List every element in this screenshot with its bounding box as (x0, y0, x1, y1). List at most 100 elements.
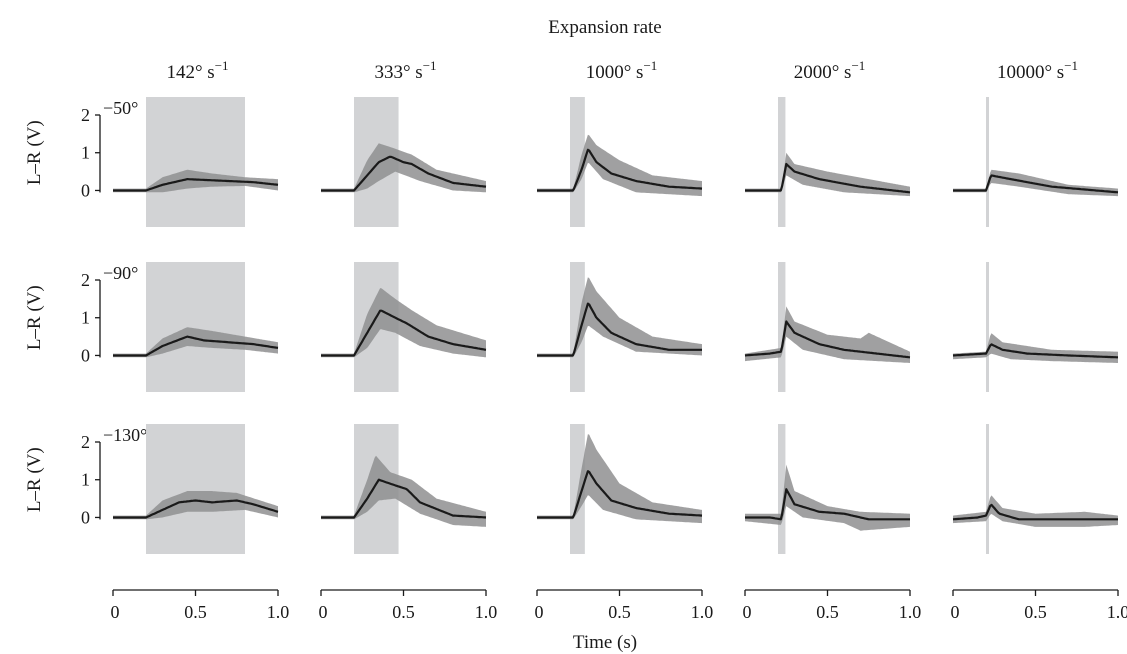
stimulus-shade (986, 262, 989, 392)
x-tick-label: 0 (951, 602, 960, 622)
column-label-superscript: −1 (1064, 58, 1078, 73)
x-axis: 0 0.5 1.0 (319, 589, 498, 622)
x-tick-label: 1.0 (899, 602, 922, 622)
error-band (321, 455, 486, 527)
panel (537, 262, 702, 392)
panel (321, 262, 487, 392)
mean-trace (113, 178, 279, 192)
x-tick-label: 0 (535, 602, 544, 622)
mean-trace (953, 174, 1119, 194)
x-tick-label: 0.5 (184, 602, 207, 622)
row-angle-label: −130° (103, 425, 147, 445)
y-tick-label: 1 (81, 143, 90, 163)
panel (537, 97, 703, 227)
mean-trace (744, 320, 911, 359)
stimulus-shade (570, 97, 585, 227)
mean-trace (745, 488, 910, 521)
x-tick-label: 0.5 (816, 602, 839, 622)
x-tick-label: 1.0 (1107, 602, 1127, 622)
y-tick-label: 2 (81, 105, 90, 125)
y-axis: 0 1 2 L–R (V) −50° (24, 98, 138, 200)
x-tick-label: 1.0 (691, 602, 714, 622)
y-tick-label: 1 (81, 470, 90, 490)
column-label: 333° s−1 (374, 58, 436, 83)
mean-trace (952, 343, 1118, 359)
y-tick-label: 0 (81, 180, 90, 200)
x-tick-label: 0.5 (608, 602, 631, 622)
column-label-superscript: −1 (423, 58, 437, 73)
column-label: 10000° s−1 (997, 58, 1078, 83)
mean-trace (952, 503, 1118, 521)
x-tick-label: 1.0 (267, 602, 290, 622)
mean-trace (537, 470, 703, 519)
stimulus-shade (986, 97, 989, 227)
error-band (113, 491, 278, 520)
panel (953, 97, 1119, 227)
column-label: 1000° s−1 (586, 58, 658, 83)
x-tick-label: 0 (319, 602, 328, 622)
panel (745, 97, 911, 227)
error-band (537, 434, 702, 524)
mean-trace (537, 302, 702, 357)
y-tick-label: 1 (81, 308, 90, 328)
panel (744, 262, 911, 392)
mean-trace (321, 155, 487, 192)
stimulus-shade (570, 424, 585, 554)
mean-trace (321, 309, 487, 357)
stimulus-shade (778, 97, 786, 227)
y-tick-label: 0 (81, 507, 90, 527)
mean-trace (745, 162, 911, 194)
panel (113, 424, 279, 554)
x-axis: 0 0.5 1.0 (743, 589, 922, 622)
x-axis: 0 0.5 1.0 (951, 589, 1127, 622)
x-axis: 0 0.5 1.0 (111, 589, 290, 622)
x-tick-label: 0 (111, 602, 120, 622)
error-band (745, 464, 910, 531)
x-tick-label: 1.0 (475, 602, 498, 622)
row-angle-label: −50° (103, 98, 138, 118)
stimulus-shade (778, 262, 786, 392)
panel (321, 424, 487, 554)
y-axis-label: L–R (V) (24, 447, 45, 512)
stimulus-shade (146, 262, 245, 392)
y-axis-label: L–R (V) (24, 285, 45, 350)
y-axis: 0 1 2 L–R (V) −130° (24, 425, 147, 527)
panel (537, 424, 703, 554)
x-tick-label: 0 (743, 602, 752, 622)
error-band (953, 333, 1118, 363)
error-band (537, 277, 702, 358)
y-tick-label: 2 (81, 270, 90, 290)
column-label-superscript: −1 (215, 58, 229, 73)
column-label: 2000° s−1 (794, 58, 866, 83)
chart-title: Expansion rate (548, 17, 661, 38)
x-axis: 0 0.5 1.0 (535, 589, 714, 622)
stimulus-shade (570, 262, 585, 392)
panel (952, 262, 1118, 392)
column-label-superscript: −1 (851, 58, 865, 73)
x-tick-label: 0.5 (1024, 602, 1047, 622)
panel (321, 97, 487, 227)
column-label-superscript: −1 (643, 58, 657, 73)
y-axis: 0 1 2 L–R (V) −90° (24, 263, 138, 365)
column-label: 142° s−1 (166, 58, 228, 83)
y-tick-label: 2 (81, 432, 90, 452)
x-axis-label: Time (s) (573, 632, 637, 653)
row-angle-label: −90° (103, 263, 138, 283)
panel (113, 97, 279, 227)
y-axis-label: L–R (V) (24, 120, 45, 185)
stimulus-shade (146, 97, 245, 227)
mean-trace (537, 148, 703, 192)
x-tick-label: 0.5 (392, 602, 415, 622)
mean-trace (113, 499, 279, 519)
mean-trace (321, 478, 487, 519)
stimulus-shade (986, 424, 989, 554)
mean-trace (113, 335, 279, 357)
stimulus-shade (778, 424, 786, 554)
panel (745, 424, 910, 554)
stimulus-shade (146, 424, 245, 554)
panel (952, 424, 1118, 554)
error-band (953, 495, 1118, 527)
panel (113, 262, 279, 392)
y-tick-label: 0 (81, 345, 90, 365)
